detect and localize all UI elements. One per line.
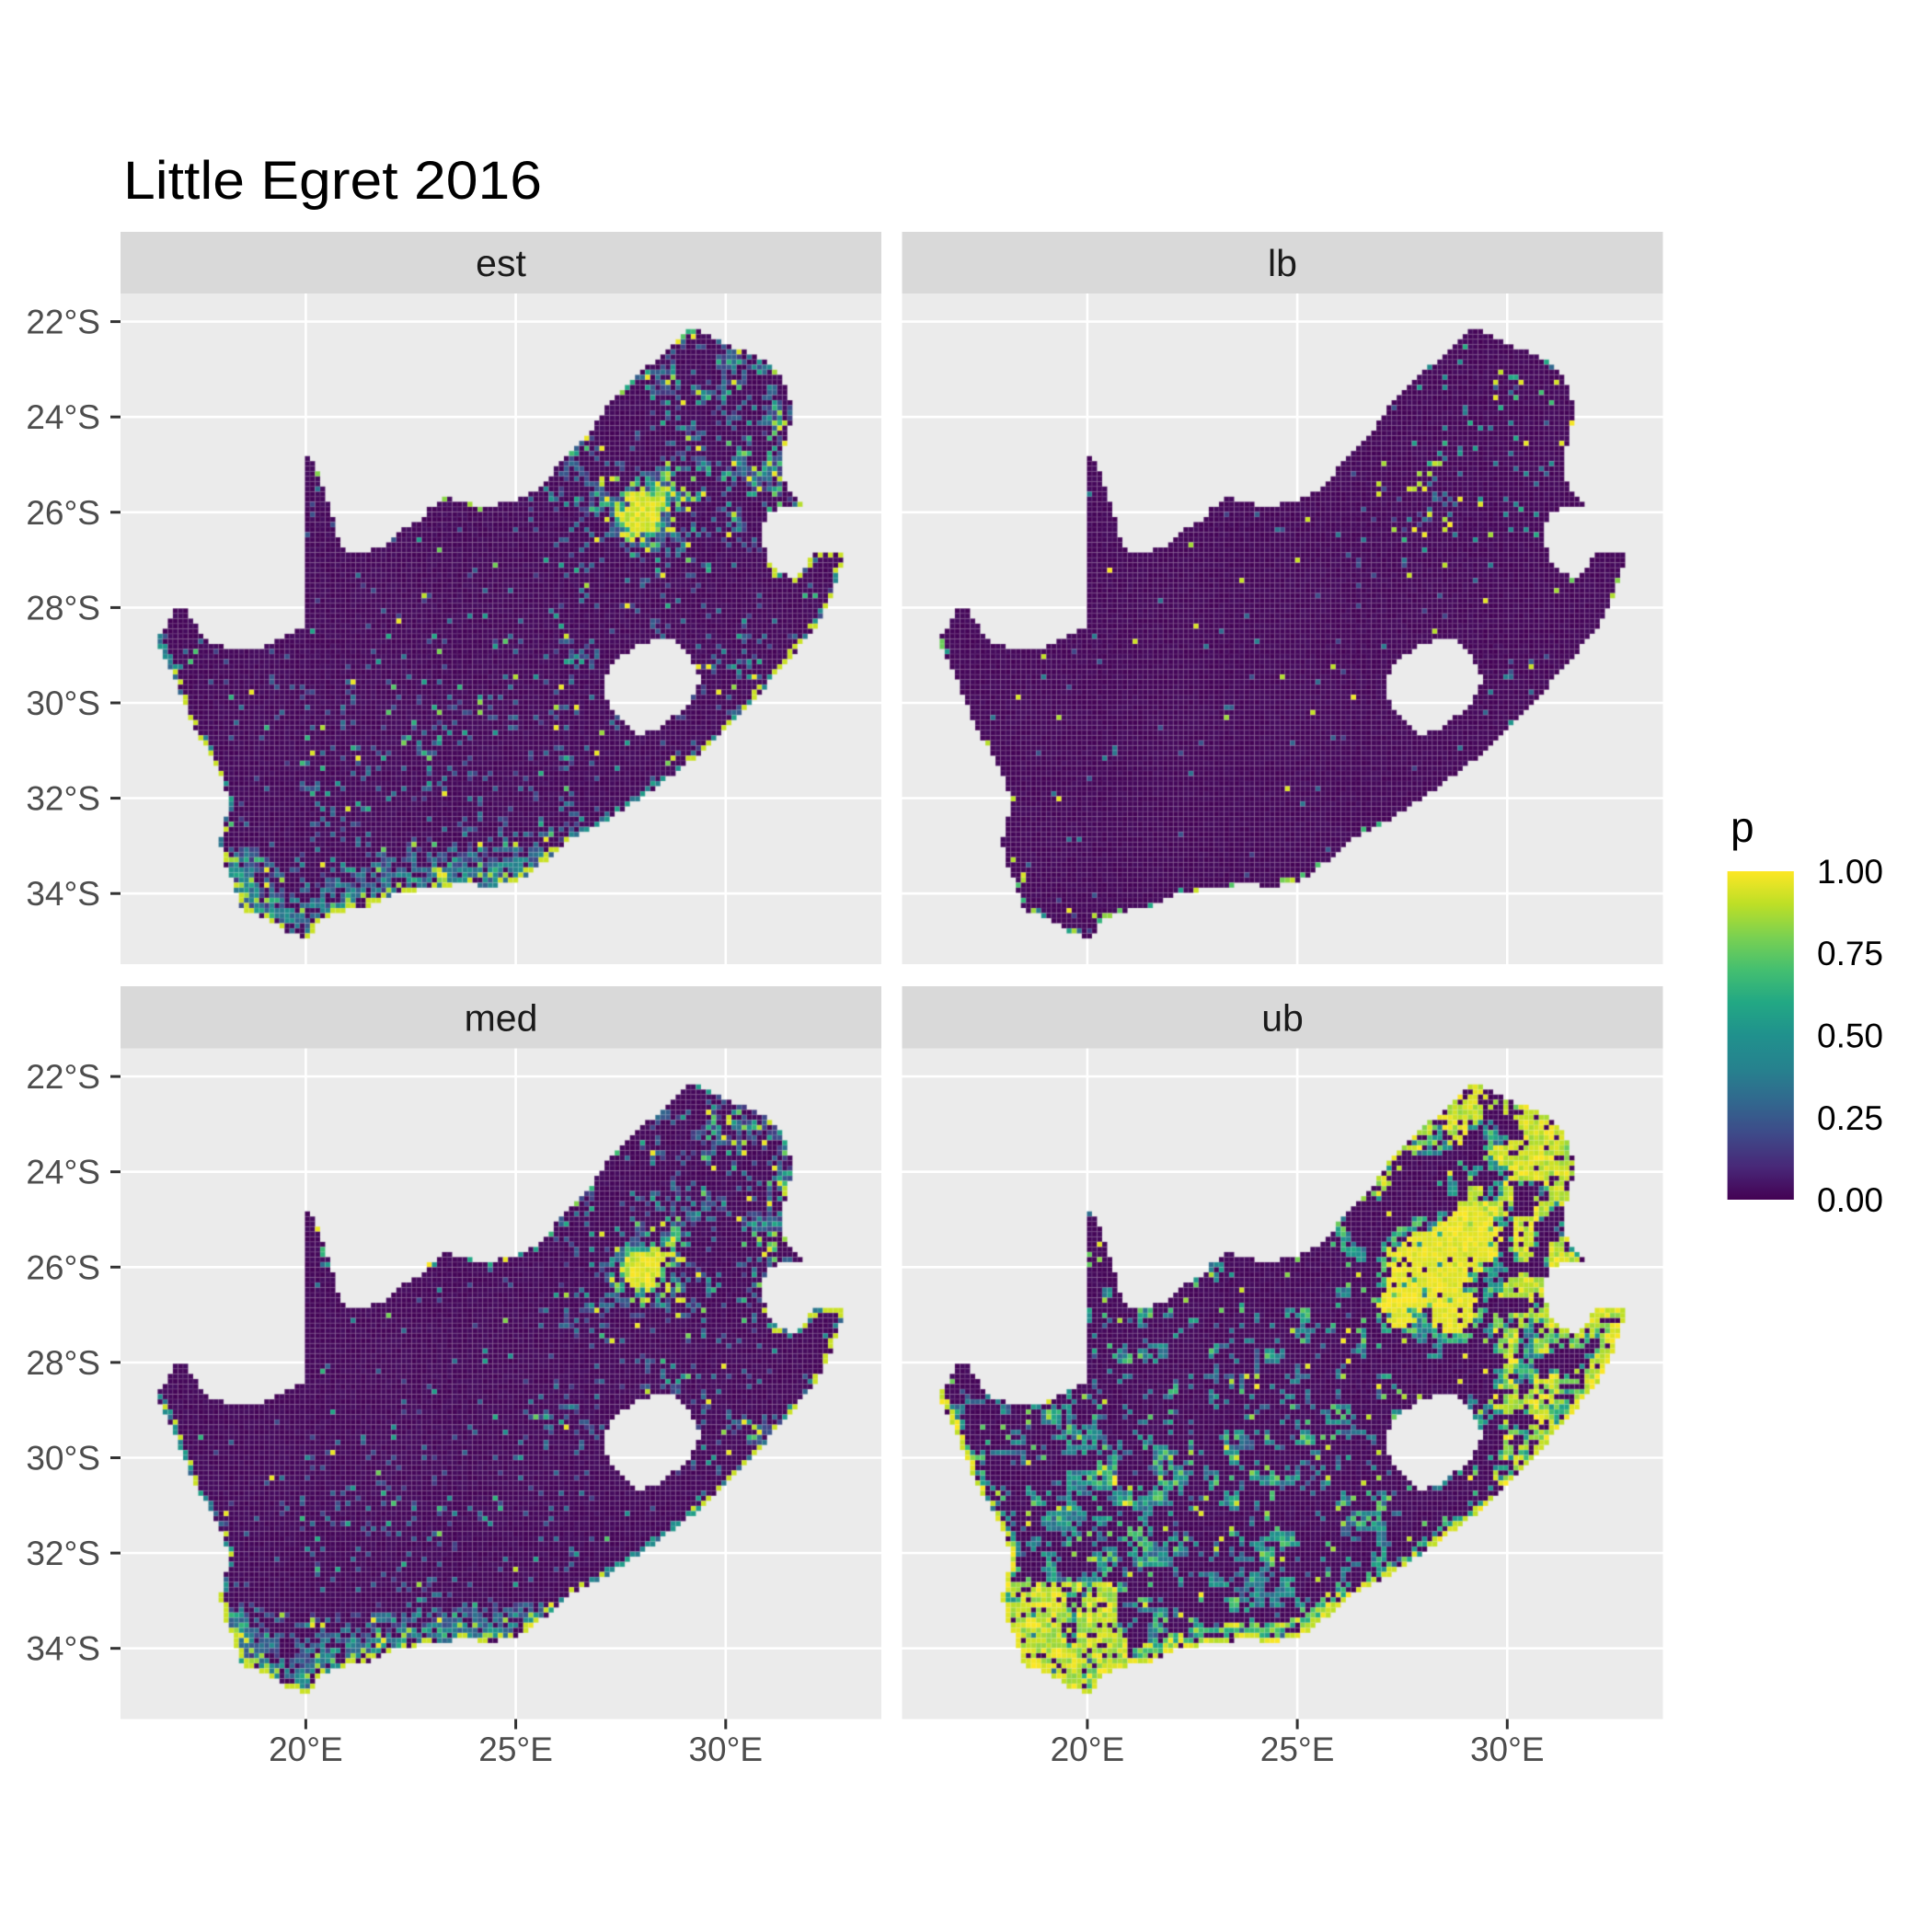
svg-text:Little Egret 2016: Little Egret 2016: [123, 151, 542, 211]
svg-text:24°S: 24°S: [26, 398, 100, 436]
svg-text:p: p: [1731, 803, 1754, 851]
svg-text:30°S: 30°S: [26, 684, 100, 722]
svg-text:25°E: 25°E: [1260, 1731, 1335, 1768]
svg-text:34°S: 34°S: [26, 1630, 100, 1668]
svg-text:30°E: 30°E: [688, 1731, 763, 1768]
svg-text:26°S: 26°S: [26, 494, 100, 532]
svg-text:26°S: 26°S: [26, 1248, 100, 1286]
svg-text:med: med: [465, 997, 538, 1040]
svg-text:0.00: 0.00: [1817, 1181, 1883, 1219]
svg-text:32°S: 32°S: [26, 780, 100, 818]
svg-text:32°S: 32°S: [26, 1535, 100, 1572]
svg-text:est: est: [476, 242, 526, 284]
svg-text:24°S: 24°S: [26, 1154, 100, 1191]
svg-text:30°S: 30°S: [26, 1440, 100, 1478]
svg-text:30°E: 30°E: [1470, 1731, 1545, 1768]
svg-text:0.25: 0.25: [1817, 1099, 1883, 1137]
svg-text:28°S: 28°S: [26, 589, 100, 627]
svg-text:22°S: 22°S: [26, 1058, 100, 1096]
svg-text:25°E: 25°E: [478, 1731, 553, 1768]
svg-text:0.50: 0.50: [1817, 1018, 1883, 1055]
svg-text:ub: ub: [1261, 997, 1304, 1040]
svg-text:34°S: 34°S: [26, 875, 100, 913]
svg-text:20°E: 20°E: [1051, 1731, 1125, 1768]
svg-text:0.75: 0.75: [1817, 935, 1883, 972]
svg-text:22°S: 22°S: [26, 304, 100, 341]
svg-text:20°E: 20°E: [269, 1731, 343, 1768]
svg-text:lb: lb: [1268, 242, 1297, 284]
svg-text:28°S: 28°S: [26, 1344, 100, 1382]
svg-text:1.00: 1.00: [1817, 853, 1883, 891]
